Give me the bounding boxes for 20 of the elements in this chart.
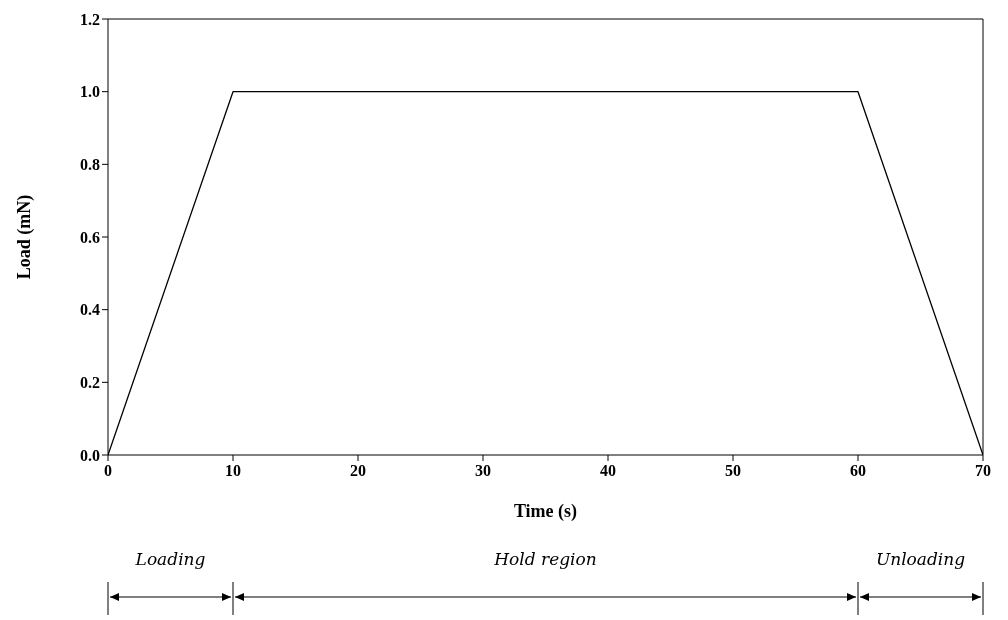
text: Hold region [493, 549, 597, 569]
y-tick-label: 0.6 [80, 228, 100, 246]
y-axis-title: Load (mN) [14, 194, 36, 280]
x-tick-label: 20 [350, 462, 366, 480]
x-tick-label: 60 [850, 462, 866, 480]
y-tick-label: 1.2 [80, 10, 100, 28]
y-tick-label: 0.4 [80, 301, 100, 319]
x-tick-label: 70 [975, 462, 991, 480]
x-tick-label: 30 [475, 462, 491, 480]
x-axis-title: Time (s) [513, 501, 578, 522]
text: Loading [134, 549, 206, 569]
y-tick-label: 0.8 [80, 156, 100, 174]
x-tick-label: 50 [725, 462, 741, 480]
x-tick-label: 0 [104, 462, 112, 480]
y-tick-label: 0.0 [80, 446, 100, 464]
x-tick-label: 10 [225, 462, 241, 480]
x-tick-label: 40 [600, 462, 616, 480]
y-tick-label: 1.0 [80, 83, 100, 101]
y-tick-label: 0.2 [80, 374, 100, 392]
text: Unloading [875, 549, 966, 569]
